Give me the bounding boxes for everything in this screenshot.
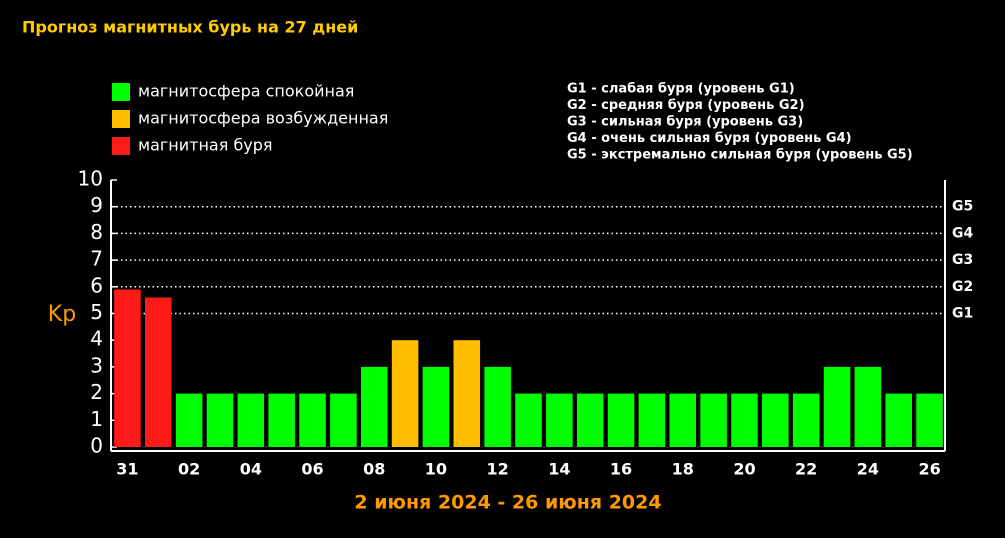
y2-tick-label: G4	[952, 225, 973, 241]
legend-label: магнитосфера спокойная	[138, 82, 354, 101]
bar	[669, 393, 697, 447]
y-tick-label: 6	[90, 273, 103, 297]
y-tick-label: 8	[90, 220, 103, 244]
bar	[422, 366, 450, 447]
x-tick-label: 08	[363, 460, 385, 479]
bar	[885, 393, 912, 447]
legend-swatch	[112, 137, 130, 155]
legend-label: магнитная буря	[138, 136, 273, 155]
bar	[700, 393, 727, 447]
bar	[638, 393, 666, 447]
x-tick-label: 18	[672, 460, 694, 479]
y-tick-label: 9	[90, 193, 103, 217]
bar	[453, 340, 481, 447]
bar	[175, 393, 203, 447]
bar	[330, 393, 357, 447]
chart-title: Прогноз магнитных бурь на 27 дней	[22, 18, 358, 37]
legend-swatch	[112, 110, 130, 128]
y2-tick-label: G1	[952, 306, 973, 322]
bar	[546, 393, 573, 447]
y2-tick-label: G3	[952, 252, 973, 268]
bar	[360, 366, 388, 447]
legend-swatch	[112, 83, 130, 101]
bar	[854, 366, 882, 447]
x-tick-label: 31	[116, 460, 138, 479]
x-tick-label: 06	[301, 460, 323, 479]
storm-level: G1 - слабая буря (уровень G1)	[567, 82, 795, 97]
x-tick-label: 26	[918, 460, 940, 479]
bar	[762, 393, 789, 447]
bar	[792, 393, 820, 447]
bar	[114, 289, 141, 447]
storm-level: G2 - средняя буря (уровень G2)	[567, 98, 805, 113]
y-tick-label: 4	[90, 327, 103, 351]
x-tick-label: 04	[240, 460, 262, 479]
bar	[916, 393, 943, 447]
bar	[484, 366, 511, 447]
bar	[206, 393, 234, 447]
x-axis-label: 2 июня 2024 - 26 июня 2024	[354, 492, 661, 514]
bar	[145, 297, 172, 447]
y-tick-label: 1	[90, 407, 103, 431]
x-tick-label: 22	[795, 460, 817, 479]
bar	[823, 366, 851, 447]
bar	[237, 393, 265, 447]
x-tick-label: 14	[548, 460, 570, 479]
y-tick-label: 10	[78, 167, 103, 191]
bar	[268, 393, 295, 447]
y-tick-label: 2	[90, 380, 103, 404]
x-tick-label: 16	[610, 460, 632, 479]
y-tick-label: 3	[90, 353, 103, 377]
x-tick-label: 12	[487, 460, 509, 479]
y2-tick-label: G5	[952, 199, 973, 215]
x-tick-label: 10	[425, 460, 447, 479]
legend-label: магнитосфера возбужденная	[138, 109, 388, 128]
bar	[515, 393, 542, 447]
bar	[391, 340, 419, 447]
x-tick-label: 02	[178, 460, 200, 479]
storm-level: G5 - экстремально сильная буря (уровень …	[567, 148, 913, 163]
y-axis-label: Kp	[48, 302, 76, 327]
y-tick-label: 7	[90, 247, 103, 271]
bar	[299, 393, 326, 447]
x-tick-label: 20	[733, 460, 755, 479]
y-tick-label: 5	[90, 300, 103, 324]
bar	[731, 393, 758, 447]
bar	[607, 393, 635, 447]
y-tick-label: 0	[90, 434, 103, 458]
x-tick-label: 24	[857, 460, 879, 479]
bar	[576, 393, 604, 447]
y2-tick-label: G2	[952, 279, 973, 295]
storm-level: G4 - очень сильная буря (уровень G4)	[567, 131, 852, 146]
storm-level: G3 - сильная буря (уровень G3)	[567, 115, 803, 130]
